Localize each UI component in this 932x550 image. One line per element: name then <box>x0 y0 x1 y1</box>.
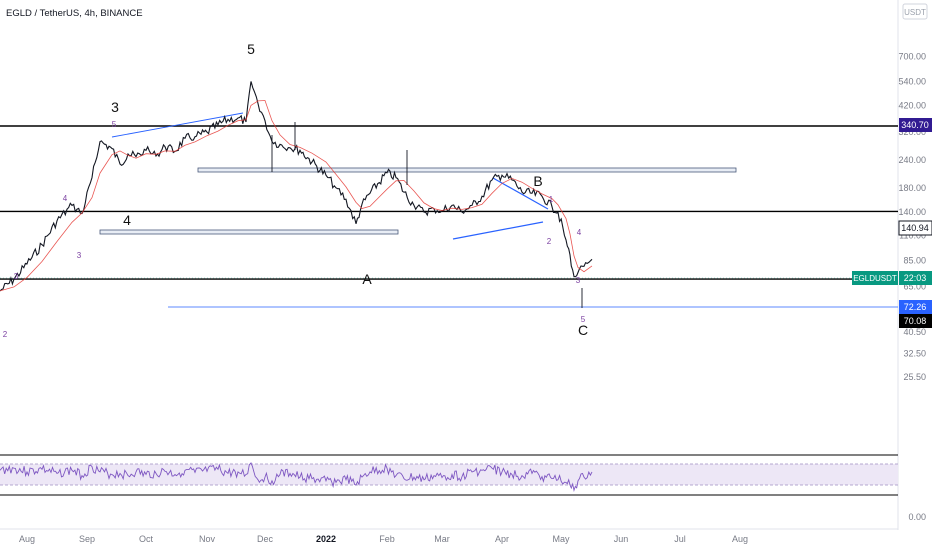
wave-labels: 3 4 5 A B C 2 3 4 3 5 1 2 3 4 5 <box>3 41 588 339</box>
symbol-tag-label: EGLDUSDT <box>853 274 897 283</box>
price-tag-70 <box>899 314 932 328</box>
wave-label-minor: 4 <box>63 194 68 203</box>
time-tick-label: Mar <box>434 534 450 544</box>
wave-label-minor: 5 <box>581 315 586 324</box>
time-tick-label: Nov <box>199 534 216 544</box>
wave-label-major: 3 <box>111 99 119 115</box>
price-tick-label: 540.00 <box>898 76 926 86</box>
wave-label-minor: 5 <box>112 120 117 129</box>
time-tick-label: May <box>552 534 570 544</box>
wave-label-minor: 3 <box>576 276 581 285</box>
wave-label-major: 5 <box>247 41 255 57</box>
countdown-tag-label: 22:03 <box>904 273 927 283</box>
rsi-band-fill <box>0 464 898 485</box>
supply-zone-rect[interactable] <box>197 167 737 173</box>
price-tick-label: 32.50 <box>903 348 926 358</box>
price-tag-140 <box>898 220 932 236</box>
time-tick-label: Jul <box>674 534 686 544</box>
currency-badge[interactable] <box>902 3 928 20</box>
price-tag-340 <box>899 118 932 132</box>
wave-label-minor: 3 <box>14 272 19 281</box>
price-tag-72-label: 72.26 <box>904 302 927 312</box>
time-tick-label: Aug <box>732 534 748 544</box>
wave-label-major: C <box>578 322 588 338</box>
horizontal-levels[interactable] <box>0 125 898 280</box>
price-tags: 340.70 140.94 72.26 70.08 EGLDUSDT 22:03 <box>852 118 932 328</box>
price-tick-label: 240.00 <box>898 155 926 165</box>
price-tag-340-label: 340.70 <box>901 120 929 130</box>
wave-label-minor: 4 <box>577 228 582 237</box>
price-line[interactable] <box>0 81 593 292</box>
currency-label: USDT <box>904 8 926 17</box>
wave-label-minor: 3 <box>77 251 82 260</box>
time-axis[interactable]: Aug Sep Oct Nov Dec 2022 Feb Mar Apr May Jun Jul Aug <box>19 534 748 544</box>
price-tick-label: 25.50 <box>903 372 926 382</box>
time-tick-label: Aug <box>19 534 35 544</box>
wave-label-minor: 2 <box>547 237 552 246</box>
price-tick-label: 140.00 <box>898 207 926 217</box>
wave-label-major: 4 <box>123 212 131 228</box>
symbol-tag <box>852 271 898 285</box>
price-tick-label: 180.00 <box>898 183 926 193</box>
wave-label-major: B <box>533 173 542 189</box>
price-tag-70-label: 70.08 <box>904 316 927 326</box>
price-tick-label: 320.00 <box>898 127 926 137</box>
wave-label-minor: 2 <box>3 330 8 339</box>
price-tick-label: 420.00 <box>898 101 926 111</box>
chart-title: EGLD / TetherUS, 4h, BINANCE <box>6 8 143 19</box>
wave-label-major: A <box>362 271 372 287</box>
rsi-line[interactable] <box>0 462 593 493</box>
time-tick-label: Apr <box>495 534 509 544</box>
time-tick-label: Dec <box>257 534 274 544</box>
time-tick-label: Sep <box>79 534 95 544</box>
price-axis[interactable]: 700.00 540.00 420.00 320.00 240.00 180.00 140.… <box>898 51 926 382</box>
price-tick-label: 65.00 <box>903 281 926 291</box>
price-tag-140-label: 140.94 <box>901 223 929 233</box>
price-tick-label: 85.00 <box>903 255 926 265</box>
wave-label-minor: 1 <box>549 195 554 204</box>
triangle-lower-line[interactable] <box>452 221 544 240</box>
ema-line <box>0 100 593 292</box>
time-tick-label: Feb <box>379 534 395 544</box>
price-tick-label: 700.00 <box>898 51 926 61</box>
rsi-axis-tick: 0.00 <box>908 512 926 522</box>
demand-zone-rect[interactable] <box>99 229 399 235</box>
time-tick-label: Oct <box>139 534 154 544</box>
price-tag-72 <box>899 300 932 314</box>
trendline-top-3-5[interactable] <box>111 112 244 138</box>
countdown-tag <box>899 271 932 285</box>
time-tick-label: 2022 <box>316 534 336 544</box>
time-tick-label: Jun <box>614 534 629 544</box>
price-series[interactable] <box>0 81 593 308</box>
rsi-series[interactable] <box>0 462 593 493</box>
price-tick-label: 40.50 <box>903 327 926 337</box>
